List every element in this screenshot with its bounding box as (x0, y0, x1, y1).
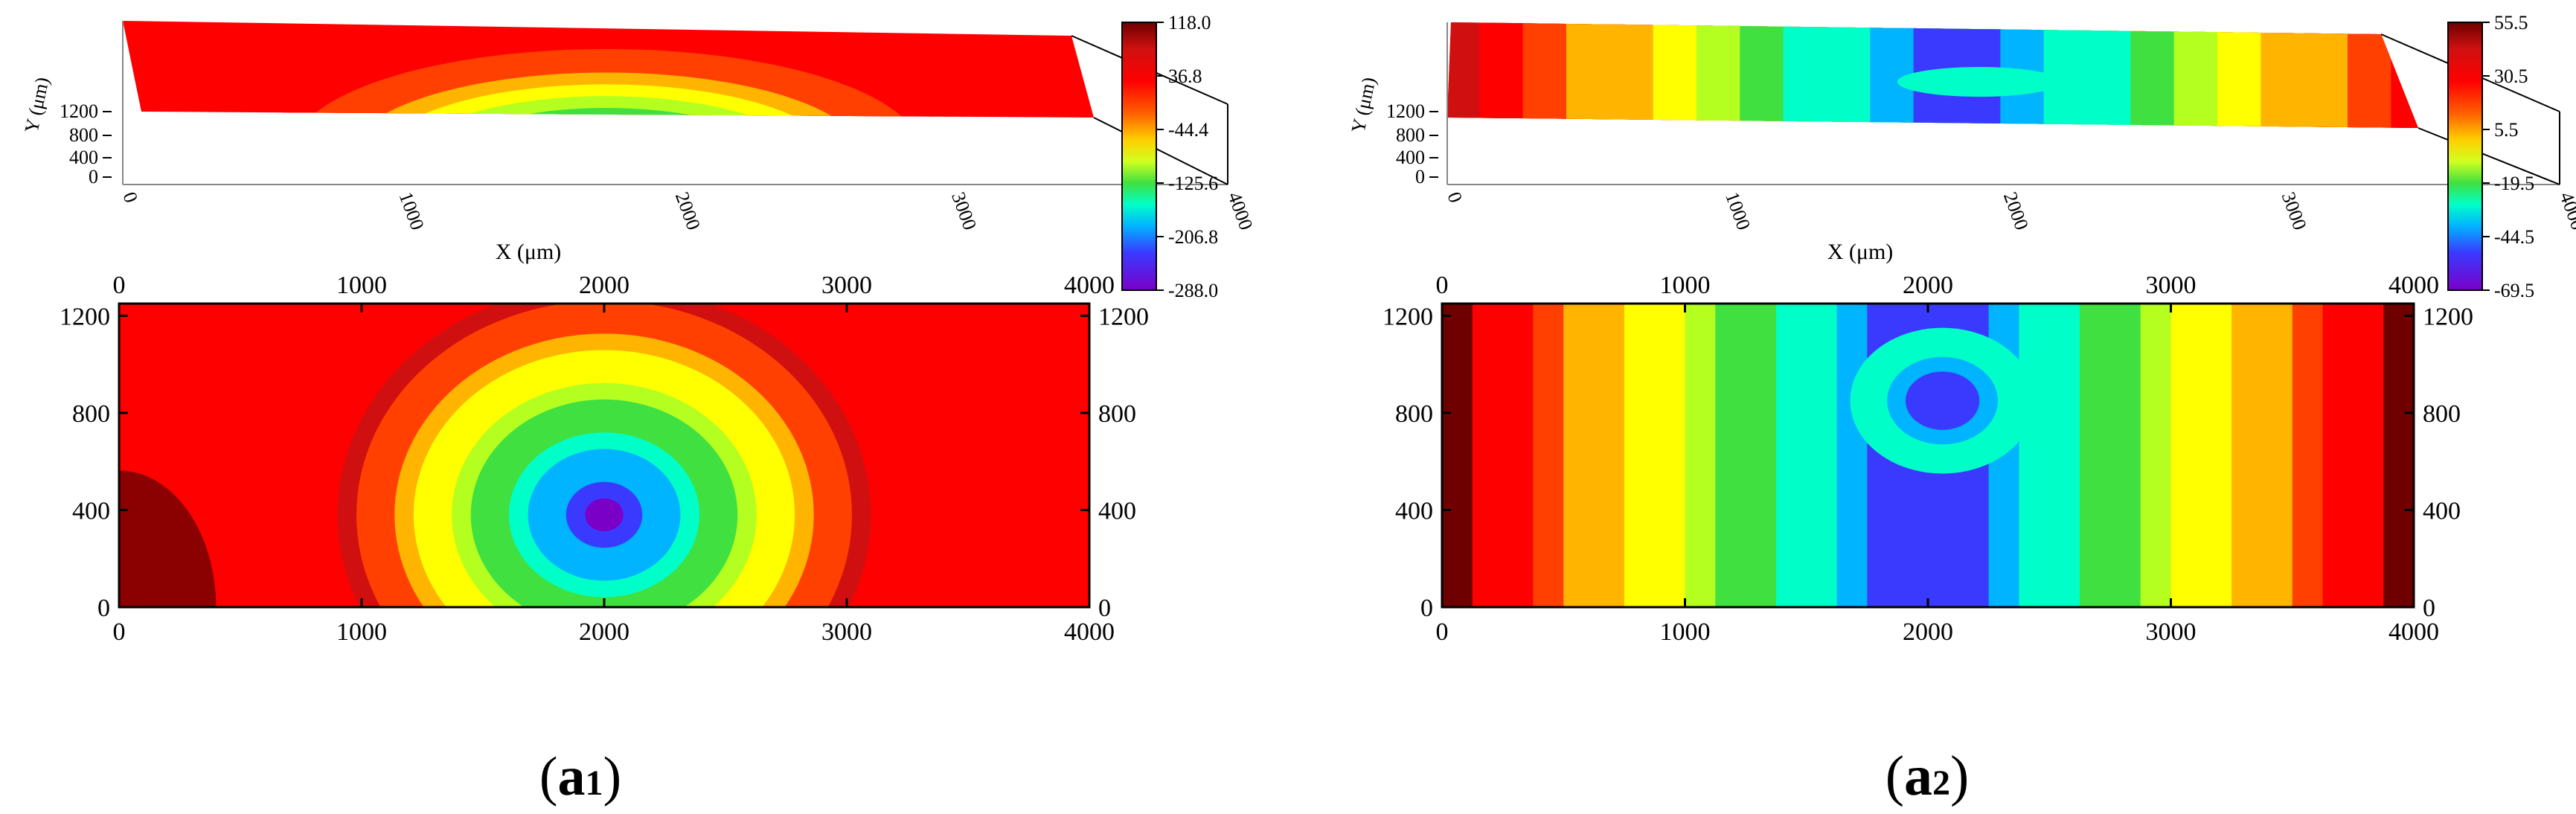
y-tick-label-3d: 800 (1396, 124, 1425, 146)
x-tick-label-top: 1000 (336, 272, 387, 299)
y-axis-label-3d-a2: Y (μm) (1348, 75, 1380, 135)
x-tick-label-top: 2000 (1903, 272, 1953, 299)
colorbar-tick-label: 36.8 (1168, 65, 1202, 87)
y-tick-label-3d: 400 (69, 147, 98, 168)
x-tick-label-3d: 0 (118, 189, 142, 205)
surface-band (1913, 22, 2001, 128)
colorbar-a1: 118.0 36.8 -44.4 -125.6 -206.8 -288.0 (1121, 12, 1218, 301)
contour-band (585, 498, 624, 532)
x-axis-3d-a1: 0 1000 2000 3000 4000 (118, 189, 1257, 233)
y-tick-label-3d: 0 (89, 166, 98, 188)
x-tick-label-top: 1000 (1660, 272, 1711, 299)
surface-band (435, 108, 778, 118)
y-tick-label-right: 1200 (2423, 303, 2473, 330)
y-tick-label-left: 800 (72, 400, 110, 428)
y-tick-label-left: 400 (1395, 497, 1433, 525)
y-tick-label-3d: 800 (69, 124, 98, 146)
y-tick-label-3d: 0 (1415, 166, 1425, 188)
x-tick-label-top: 2000 (579, 272, 629, 299)
x-tick-label-bottom: 3000 (2146, 618, 2197, 646)
surface-band (521, 144, 692, 199)
colorbar-tick-label: -69.5 (2494, 280, 2534, 301)
x-tick-label-top: 3000 (2146, 272, 2197, 299)
y-tick-label-right: 400 (1098, 497, 1136, 525)
x-tick-label-3d: 1000 (395, 189, 429, 233)
x-tick-label-3d: 4000 (2555, 189, 2576, 233)
x-tick-label-top: 4000 (2388, 272, 2439, 299)
x-tick-label-bottom: 1000 (1660, 618, 1711, 646)
x-tick-label-3d: 0 (1443, 189, 1467, 205)
y-tick-label-3d: 1200 (60, 100, 98, 122)
surface-band (549, 155, 663, 192)
y-tick-label-right: 0 (1098, 595, 1111, 622)
y-tick-label-right: 0 (2423, 595, 2435, 622)
surface-band (578, 167, 635, 185)
x-axis-label-3d-a1: X (μm) (496, 240, 562, 264)
colorbar-tick-label: -44.5 (2494, 226, 2534, 248)
y-tick-label-3d: 400 (1396, 147, 1425, 168)
surface-band (406, 96, 807, 118)
y-tick-label-right: 1200 (1098, 303, 1149, 330)
y-tick-label-left: 0 (97, 595, 110, 622)
x-tick-label-bottom: 4000 (2388, 618, 2439, 646)
colorbar-tick-label: -288.0 (1168, 280, 1218, 301)
x-tick-label-bottom: 3000 (821, 618, 872, 646)
x-tick-label-bottom: 2000 (579, 618, 629, 646)
low-spot (1923, 385, 1961, 416)
colorbar-tick-label: 5.5 (2494, 119, 2519, 141)
y-tick-label-left: 1200 (1382, 303, 1433, 330)
x-tick-label-bottom: 2000 (1903, 618, 1953, 646)
x-tick-label-bottom: 4000 (1064, 618, 1115, 646)
x-tick-label-3d: 2000 (1999, 189, 2033, 233)
x-tick-label-top: 3000 (821, 272, 872, 299)
y-tick-label-right: 400 (2423, 497, 2461, 525)
x-axis-3d-a2: 0 1000 2000 3000 4000 (1443, 189, 2576, 233)
panel-label-a2: (a2) (1885, 745, 1970, 807)
x-tick-label-top: 0 (1436, 272, 1449, 299)
x-tick-label-3d: 1000 (1721, 189, 1755, 233)
high-region (119, 470, 217, 607)
x-tick-label-3d: 3000 (947, 189, 981, 233)
colorbar-tick-label: -44.4 (1168, 119, 1208, 141)
colorbar-tick-label: -19.5 (2494, 173, 2534, 194)
y-axis-label-3d-a1: Y (μm) (21, 75, 54, 135)
colorbar-tick-label: -125.6 (1168, 173, 1218, 194)
y-tick-label-right: 800 (1098, 400, 1136, 428)
colorbar-tick-label: 30.5 (2494, 65, 2528, 87)
y-tick-label-left: 800 (1395, 400, 1433, 428)
colorbar-tick-label: 118.0 (1168, 12, 1211, 33)
y-tick-label-right: 800 (2423, 400, 2461, 428)
colorbar-tick-label: -206.8 (1168, 226, 1218, 248)
x-tick-label-top: 4000 (1064, 272, 1115, 299)
x-tick-label-3d: 2000 (671, 189, 705, 233)
x-axis-label-3d-a2: X (μm) (1827, 240, 1894, 264)
x-tick-label-3d: 4000 (1223, 189, 1257, 233)
y-tick-label-left: 1200 (60, 303, 110, 330)
y-tick-label-3d: 1200 (1386, 100, 1425, 122)
colorbar-a2: 55.5 30.5 5.5 -19.5 -44.5 -69.5 (2447, 12, 2534, 301)
surface-low-spot (1897, 67, 2061, 97)
x-tick-label-bottom: 0 (1436, 618, 1449, 646)
x-tick-label-bottom: 0 (113, 618, 126, 646)
x-tick-label-top: 0 (113, 272, 126, 299)
colorbar-tick-label: 55.5 (2494, 12, 2528, 33)
panel-label-a1: (a1) (539, 746, 621, 807)
y-tick-label-left: 0 (1420, 595, 1433, 622)
x-tick-label-bottom: 1000 (336, 618, 387, 646)
x-tick-label-3d: 3000 (2278, 189, 2311, 233)
surface-band (464, 120, 749, 213)
y-tick-label-left: 400 (72, 497, 110, 525)
